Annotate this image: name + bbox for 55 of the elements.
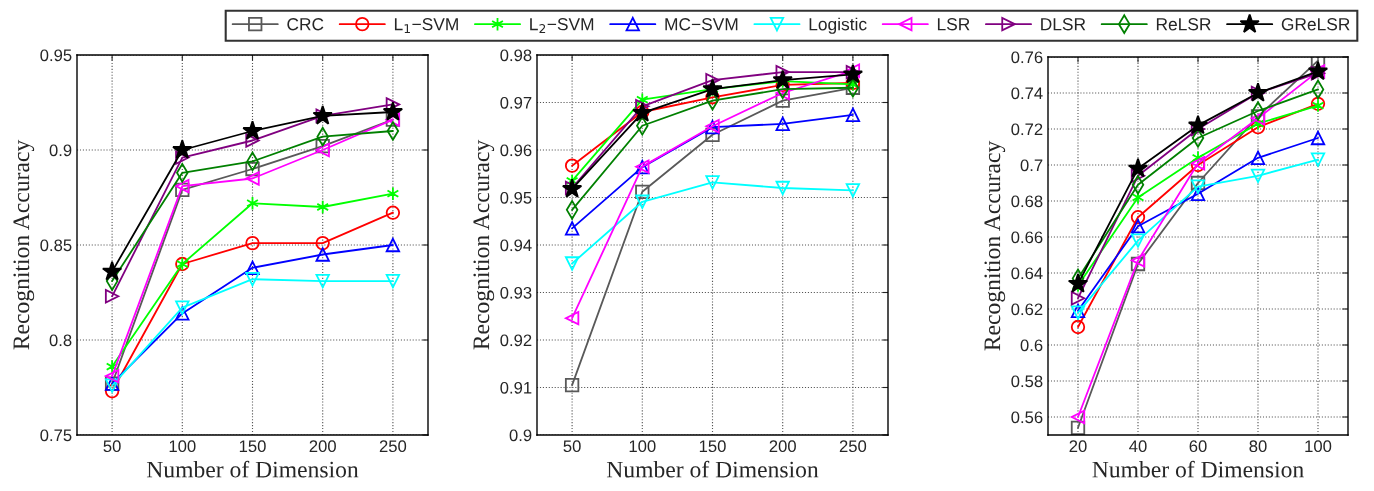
y-tick-label: 0.66 [1011, 231, 1043, 244]
y-axis-title: Recognition Accuracy [473, 139, 495, 350]
x-tick-label: 40 [1129, 440, 1147, 453]
y-tick-label: 0.6 [1020, 339, 1043, 352]
x-axis-title: Number of Dimension [146, 460, 359, 478]
legend-label: ReLSR [1156, 18, 1211, 31]
y-tick-label: 0.98 [500, 49, 532, 62]
y-axis-title: Recognition Accuracy [984, 140, 1006, 351]
x-axis-title: Number of Dimension [606, 460, 819, 478]
legend-label: Logistic [809, 17, 867, 34]
y-tick-label: 0.74 [1011, 87, 1043, 100]
y-tick-label: 0.75 [40, 429, 72, 442]
x-tick-label: 100 [1305, 440, 1332, 453]
legend-label: LSR [937, 18, 970, 31]
y-tick-label: 0.62 [1011, 303, 1043, 316]
y-tick-label: 0.9 [509, 429, 532, 442]
legend-label: L$_{1}$−SVM [394, 18, 458, 34]
y-tick-label: 0.85 [40, 239, 72, 252]
x-tick-label: 250 [839, 440, 867, 453]
x-tick-label: 200 [769, 440, 796, 453]
x-tick-label: 60 [1189, 440, 1207, 453]
y-tick-label: 0.92 [500, 334, 532, 347]
x-tick-label: 150 [239, 440, 266, 453]
y-tick-label: 0.76 [1011, 51, 1043, 64]
y-tick-label: 0.64 [1011, 267, 1043, 280]
x-tick-label: 250 [379, 440, 407, 453]
y-tick-label: 0.56 [1011, 411, 1043, 424]
y-tick-label: 0.94 [500, 239, 532, 252]
x-tick-label: 50 [563, 440, 581, 453]
legend-label: L$_{2}$−SVM [530, 18, 594, 34]
legend-label: MC−SVM [665, 18, 738, 31]
y-tick-label: 0.95 [40, 49, 72, 62]
y-tick-label: 0.8 [49, 334, 72, 347]
y-tick-label: 0.91 [500, 381, 532, 394]
y-tick-label: 0.96 [500, 144, 532, 157]
legend-label: CRC [287, 18, 324, 31]
y-tick-label: 0.68 [1011, 195, 1043, 208]
x-tick-label: 150 [699, 440, 726, 453]
y-tick-label: 0.93 [500, 286, 532, 299]
x-tick-label: 50 [103, 440, 121, 453]
y-tick-label: 0.95 [500, 191, 532, 204]
y-axis-title: Recognition Accuracy [13, 139, 35, 350]
y-tick-label: 0.97 [500, 96, 532, 109]
y-tick-label: 0.72 [1011, 123, 1043, 136]
legend-label: DLSR [1041, 18, 1086, 31]
y-tick-label: 0.58 [1011, 375, 1043, 388]
x-tick-label: 100 [629, 440, 656, 453]
x-tick-label: 100 [169, 440, 196, 453]
legend-label: GReLSR [1281, 18, 1350, 31]
x-axis-title: Number of Dimension [1092, 460, 1304, 478]
y-tick-label: 0.9 [49, 144, 72, 157]
x-tick-label: 80 [1249, 440, 1267, 453]
x-tick-label: 200 [309, 440, 336, 453]
x-tick-label: 20 [1069, 440, 1087, 453]
y-tick-label: 0.7 [1020, 159, 1043, 172]
